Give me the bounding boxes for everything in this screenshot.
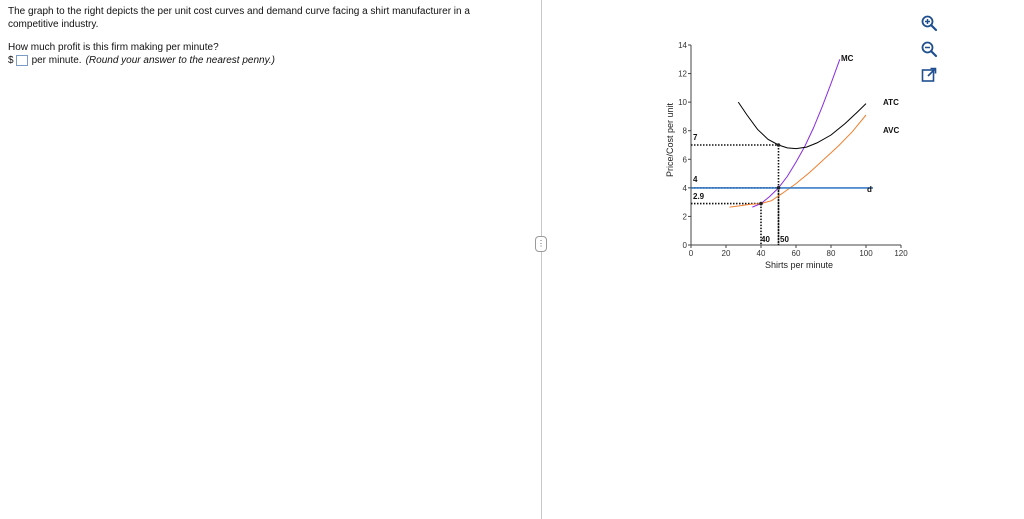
cost-curves-chart: Price/Cost per unit Shirts per minute 0 2…: [665, 41, 908, 270]
chart-labels: MC ATC AVC d 7 4 2.9 40 50: [693, 54, 900, 244]
y-tick-label: 2: [683, 212, 688, 221]
x-tick-label: 0: [689, 249, 694, 258]
y-tick-label: 14: [678, 41, 687, 50]
x-tick-label: 100: [859, 249, 873, 258]
y-tick-label: 0: [683, 241, 688, 250]
series-mc-line: [752, 59, 841, 208]
y-tick-label: 12: [678, 70, 687, 79]
graph-toolbar: [920, 14, 942, 92]
splitter-handle[interactable]: ⋮: [535, 236, 547, 252]
y-tick-label: 10: [678, 98, 687, 107]
price-label: 4: [693, 175, 698, 184]
question-intro: The graph to the right depicts the per u…: [8, 6, 470, 30]
series-avc-line: [729, 114, 867, 208]
x-tick-label: 40: [757, 249, 766, 258]
unit-text: per minute.: [31, 55, 82, 66]
y-tick-label: 4: [683, 184, 688, 193]
x-axis-label: Shirts per minute: [765, 260, 833, 270]
answer-row: $ per minute. (Round your answer to the …: [8, 54, 275, 67]
intersection-point: [776, 186, 781, 190]
x-tick-label: 80: [827, 249, 836, 258]
series-label-d: d: [867, 185, 872, 194]
zoom-in-icon[interactable]: [920, 14, 938, 32]
x-tick-label: 60: [792, 249, 801, 258]
x-tick-label: 120: [894, 249, 908, 258]
profit-answer-input[interactable]: [15, 55, 28, 66]
price-label: 7: [693, 133, 698, 142]
y-tick-label: 8: [683, 127, 688, 136]
price-label: 2.9: [693, 192, 705, 201]
intersection-point: [759, 201, 763, 206]
question-prompt: How much profit is this firm making per …: [8, 42, 219, 53]
question-panel: The graph to the right depicts the per u…: [8, 6, 470, 67]
currency-symbol: $: [8, 55, 14, 66]
chart-axes: 0 20 40 60 80 100 120 0 2 4 6 8 10 12 14: [678, 41, 908, 258]
series-label-mc: MC: [841, 54, 854, 63]
quantity-label: 40: [761, 235, 770, 244]
panel-divider: [541, 0, 542, 519]
external-link-icon[interactable]: [920, 66, 938, 84]
y-axis-label: Price/Cost per unit: [665, 102, 675, 177]
series-atc-line: [737, 101, 867, 150]
grip-icon: ⋮: [537, 239, 545, 248]
rounding-hint: (Round your answer to the nearest penny.…: [85, 55, 275, 66]
zoom-out-icon[interactable]: [920, 40, 938, 58]
intersection-point: [776, 143, 781, 147]
y-tick-label: 6: [683, 155, 688, 164]
chart-guides: [691, 144, 780, 245]
series-label-atc: ATC: [883, 98, 899, 107]
x-tick-label: 20: [722, 249, 731, 258]
chart-curves: [691, 59, 873, 208]
quantity-label: 50: [780, 235, 789, 244]
series-label-avc: AVC: [883, 126, 900, 135]
